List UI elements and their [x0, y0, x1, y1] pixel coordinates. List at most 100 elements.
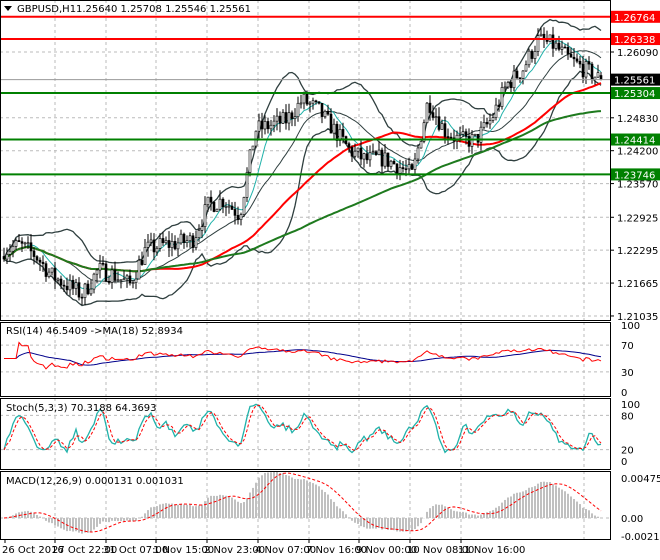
candle-body: [239, 214, 243, 220]
candle-body: [410, 164, 414, 170]
candle-body: [386, 152, 390, 167]
candle-body: [281, 112, 285, 124]
candle-body: [443, 123, 447, 137]
candle-body: [536, 35, 540, 52]
candle-body: [50, 267, 54, 273]
stoch-main-line: [3, 403, 602, 454]
candle-body: [530, 50, 534, 59]
candle-body: [356, 147, 360, 152]
candle-body: [212, 201, 216, 212]
candle-body: [158, 238, 162, 249]
candle-body: [98, 263, 102, 271]
candle-body: [80, 296, 84, 299]
time-axis-label: 7 Nov 16:00: [306, 545, 367, 556]
candle-body: [278, 115, 282, 124]
candle-body: [44, 263, 48, 277]
indicator-tick-label: 70: [621, 341, 634, 352]
candle-body: [164, 240, 168, 244]
candle-body: [293, 116, 297, 119]
time-axis-label: 11 Nov 16:00: [458, 545, 525, 556]
candle-body: [377, 149, 381, 155]
bollinger-upper-band: [3, 18, 602, 264]
candle-body: [152, 239, 156, 253]
candle-body: [14, 240, 18, 247]
dropdown-triangle-icon[interactable]: [4, 6, 12, 11]
candle-body: [83, 283, 87, 298]
candle-body: [134, 278, 138, 283]
bollinger-middle-band: [3, 50, 602, 283]
candle-body: [242, 197, 246, 215]
candle-body: [518, 77, 522, 80]
candle-body: [251, 145, 255, 151]
bollinger-lower-band: [3, 70, 602, 307]
candle-body: [434, 116, 438, 118]
candle-body: [533, 51, 537, 59]
time-axis-label: 31 Oct 07:00: [103, 545, 168, 556]
candle-body: [104, 263, 108, 282]
candle-body: [578, 60, 582, 65]
resistance-price-label: 1.26764: [614, 13, 655, 24]
candle-body: [218, 198, 222, 210]
candle-body: [392, 160, 396, 165]
candle-body: [53, 267, 57, 281]
candle-body: [263, 121, 267, 130]
candle-body: [197, 230, 201, 238]
candle-body: [584, 61, 588, 78]
candle-body: [371, 151, 375, 154]
candle-body: [149, 239, 153, 243]
ma-fast: [3, 40, 602, 290]
candle-body: [458, 134, 462, 136]
candle-body: [449, 136, 453, 139]
price-tick-label: 1.24200: [617, 147, 658, 158]
candle-body: [455, 134, 459, 142]
candle-body: [596, 72, 600, 78]
candle-body: [176, 242, 180, 250]
price-tick-label: 1.21665: [617, 279, 658, 290]
support-price-tag: [611, 168, 660, 181]
candle-body: [422, 122, 426, 142]
candle-body: [590, 63, 594, 80]
candle-body: [368, 152, 372, 161]
candle-body: [233, 209, 237, 216]
candle-body: [32, 250, 36, 257]
price-tick-label: 1.21035: [617, 312, 658, 323]
symbol-label: GBPUSD,H1: [17, 4, 76, 15]
candle-body: [29, 242, 33, 252]
candle-body: [446, 136, 450, 138]
candle-body: [398, 167, 402, 174]
pane-frame-0: [0, 0, 611, 321]
time-axis-label: 1 Nov 15:00: [153, 545, 214, 556]
candle-body: [416, 147, 420, 160]
candle-body: [359, 147, 363, 160]
candle-body: [272, 120, 276, 126]
candle-body: [401, 167, 405, 170]
candle-body: [77, 282, 81, 298]
candle-body: [182, 233, 186, 243]
candle-body: [185, 240, 189, 243]
price-tick-label: 1.23570: [617, 180, 658, 191]
candle-body: [467, 136, 471, 147]
candle-body: [17, 240, 21, 242]
time-axis-label: 27 Oct 22:00: [52, 545, 117, 556]
indicator-tick-label: -0.002153: [621, 532, 660, 543]
candle-body: [575, 58, 579, 62]
price-tick-label: 1.24830: [617, 114, 658, 125]
candle-body: [140, 259, 144, 265]
price-tick-label: 1.22295: [617, 246, 658, 257]
candle-body: [221, 198, 225, 208]
candle-body: [395, 163, 399, 174]
candle-body: [206, 196, 210, 205]
candle-body: [170, 241, 174, 248]
candle-body: [224, 206, 228, 208]
candle-body: [350, 146, 354, 157]
candle-body: [35, 256, 39, 261]
candle-body: [476, 133, 480, 143]
candle-body: [347, 143, 351, 148]
candle-body: [143, 247, 147, 265]
price-pane: [0, 15, 610, 307]
candle-body: [587, 61, 591, 65]
candle-body: [146, 241, 150, 248]
indicator-tick-label: 100: [621, 400, 640, 411]
